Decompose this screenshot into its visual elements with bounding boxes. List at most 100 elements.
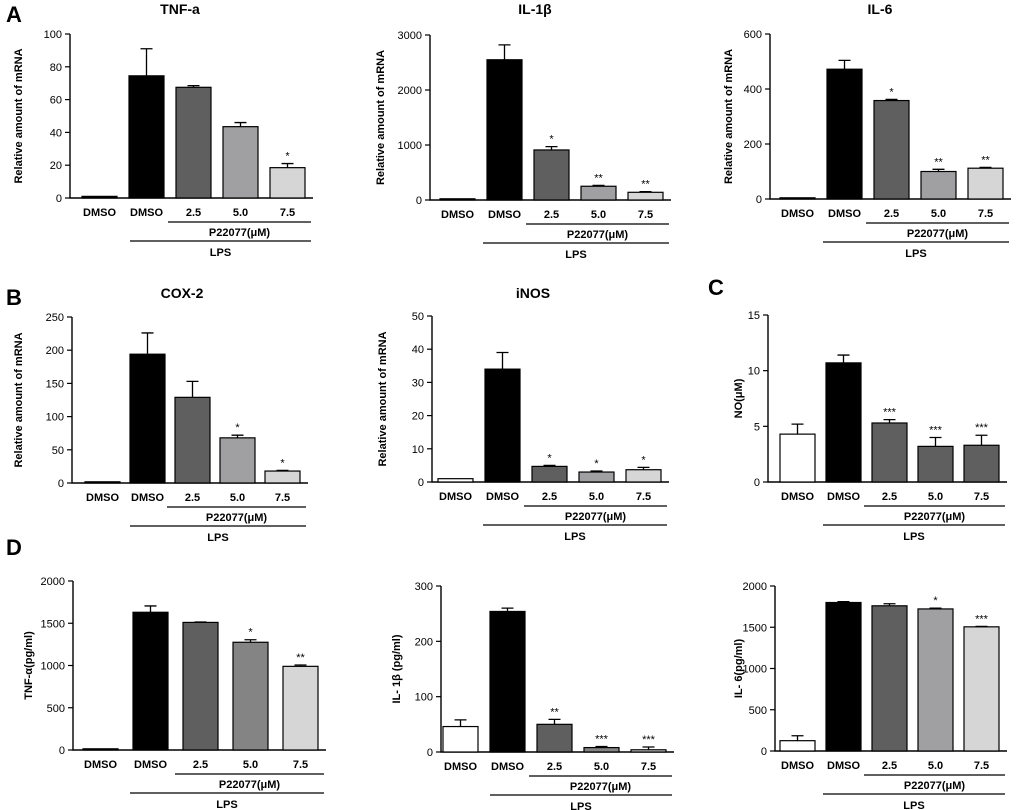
x-tick-label: DMSO [781,491,814,503]
treatment-label: P22077(μM) [219,779,280,791]
chart-title: IL-1β [518,1,552,17]
bar [437,478,474,483]
y-tick-label: 10 [412,444,424,456]
error-bar [231,434,244,438]
bar [486,59,523,201]
x-tick-label: 2.5 [193,759,208,771]
error-bar [548,718,561,725]
y-tick-label: 200 [415,636,433,648]
significance-mark: ** [550,706,559,718]
error-bar [244,639,257,643]
y-axis-label: Relative amount of mRNA [13,48,25,183]
x-tick-label: 2.5 [542,491,557,503]
error-bar [975,434,988,446]
x-tick-label: 7.5 [280,207,295,219]
y-tick-label: 15 [748,310,760,322]
significance-mark: ** [981,154,990,166]
y-axis-label: IL- 6(pg/ml) [733,639,745,699]
x-tick-label: DMSO [86,492,119,504]
bar [533,149,570,201]
y-tick-label: 50 [52,445,64,457]
x-tick-label: DMSO [84,759,117,771]
significance-mark: * [248,627,253,639]
x-tick-label: 5.0 [931,208,946,220]
x-tick-label: DMSO [491,761,524,773]
significance-mark: ** [594,172,603,184]
y-tick-label: 0 [58,478,64,490]
bar [779,433,816,483]
bar [963,444,1000,483]
bar [128,75,165,199]
error-bar [642,746,655,750]
bar [132,611,169,751]
bar [967,167,1004,200]
error-bar [294,664,307,667]
error-bar [791,735,804,741]
y-tick-label: 500 [749,705,767,717]
treatment-label: P22077(μM) [904,780,965,792]
y-tick-label: 1000 [41,661,65,673]
error-bar [234,121,247,127]
chart-b-cox2: 0 50 100 150 200 250 Relative amount of mRNA CO… [13,285,308,544]
panel-label-c: C [708,275,724,300]
bar [779,740,816,752]
significance-mark: *** [975,422,989,434]
significance-mark: *** [883,407,897,419]
treatment-label: P22077(μM) [570,781,631,793]
y-tick-label: 80 [50,62,62,74]
y-tick-label: 1500 [743,622,767,634]
x-tick-label: 5.0 [591,209,606,221]
x-tick-label: DMSO [131,492,164,504]
significance-mark: * [235,422,240,434]
x-tick-label: 7.5 [636,491,651,503]
y-axis-label: Relative amount of mRNA [13,332,25,467]
bar [84,481,121,484]
x-tick-label: DMSO [827,760,860,772]
error-bar [883,603,896,606]
treatment-label: P22077(μM) [904,511,965,523]
chart-d-tnf: 0 500 1000 1500 2000 TNF-α(pg/ml) DMSO DMSO 2.5 *… [23,576,326,810]
lps-label: LPS [905,248,926,260]
x-tick-label: DMSO [781,208,814,220]
significance-mark: * [889,86,894,98]
error-bar [144,605,157,613]
x-tick-label: 5.0 [594,761,609,773]
error-bar [838,59,851,70]
x-tick-label: 7.5 [974,760,989,772]
bar [439,198,476,201]
x-tick-label: 2.5 [544,209,559,221]
error-bar [496,351,509,370]
lps-label: LPS [207,532,228,544]
y-tick-label: 0 [56,193,62,205]
y-tick-label: 20 [50,160,62,172]
error-bar [592,184,605,187]
error-bar [281,162,294,168]
y-axis-label: IL- 1β (pg/ml) [391,634,403,703]
y-tick-label: 0 [416,195,422,207]
error-bar [637,466,650,470]
x-tick-label: DMSO [828,208,861,220]
x-tick-label: DMSO [130,207,163,219]
error-bar [791,423,804,435]
x-tick-label: 5.0 [928,491,943,503]
bar [779,197,816,200]
significance-mark: *** [642,734,656,746]
y-tick-label: 10 [748,366,760,378]
y-tick-label: 2000 [398,85,422,97]
y-tick-label: 1000 [398,140,422,152]
chart-a-il1b: 0 1000 2000 3000 Relative amount of mRNA IL-1… [375,1,671,261]
chart-b-inos: 0 10 20 30 40 50 Relative amount of mRNA iNOS DM… [377,285,669,543]
error-bar [979,166,992,169]
chart-title: IL-6 [868,1,893,17]
bar [583,746,620,753]
chart-c-no: 0 5 10 15 NO(μM) DMSO DMSO *** 2.5 *** 5.0 *** 7.5 P2… [733,310,1007,543]
error-bar [837,354,850,363]
x-tick-label: DMSO [83,207,116,219]
x-tick-label: DMSO [488,209,521,221]
significance-mark: * [549,134,554,146]
significance-mark: * [641,454,646,466]
chart-a-il6: 0 200 400 600 Relative amount of mRNA IL-6 DMS… [723,1,1011,260]
bar [232,641,269,751]
